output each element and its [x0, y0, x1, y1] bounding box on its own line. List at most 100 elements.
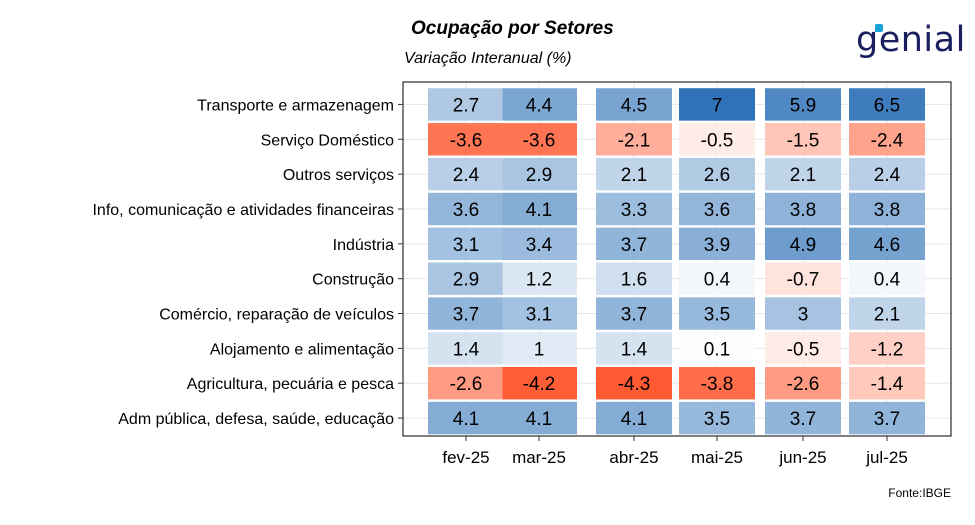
- x-tick-label: mar-25: [512, 448, 566, 467]
- heatmap-cell: [596, 227, 672, 261]
- heatmap-cell: [428, 262, 503, 295]
- heatmap-cell: [679, 123, 755, 156]
- source-note: Fonte:IBGE: [888, 486, 951, 500]
- cell-value-label: 3.4: [526, 235, 553, 256]
- cell-value-label: 3.7: [874, 409, 900, 430]
- cell-value-label: -2.6: [787, 374, 820, 395]
- cell-value-label: 4.1: [621, 409, 647, 430]
- y-tick-label: Comércio, reparação de veículos: [159, 307, 394, 324]
- logo-accent-icon: [875, 24, 883, 32]
- heatmap-cell: [596, 367, 672, 400]
- heatmap-cell: [502, 192, 577, 226]
- cell-value-label: 4.9: [790, 235, 816, 256]
- cell-value-label: -3.6: [450, 130, 483, 151]
- heatmap-cell: [502, 297, 577, 330]
- cell-value-label: -1.5: [787, 130, 820, 151]
- cell-value-label: 3.1: [526, 305, 552, 326]
- heatmap-cell: [596, 297, 672, 330]
- cell-value-label: -4.2: [523, 374, 556, 395]
- cell-value-label: 7: [712, 95, 723, 116]
- heatmap-cells: [428, 88, 925, 435]
- heatmap-cell: [849, 192, 925, 226]
- heatmap-cell: [428, 332, 503, 365]
- cell-value-label: 3.5: [704, 305, 730, 326]
- heatmap-cell: [596, 192, 672, 226]
- heatmap-cell: [849, 297, 925, 330]
- heatmap-cell: [679, 157, 755, 191]
- cell-value-label: -0.5: [787, 339, 820, 360]
- heatmap-cell: [765, 367, 841, 400]
- y-tick-label: Construção: [312, 272, 394, 289]
- cell-value-label: 6.5: [874, 95, 900, 116]
- heatmap-cell: [765, 88, 841, 121]
- heatmap-cell: [849, 88, 925, 121]
- heatmap-cell: [502, 332, 577, 365]
- cell-value-label: 4.1: [526, 409, 552, 430]
- cell-value-label: 0.4: [874, 270, 901, 291]
- cell-value-label: -2.6: [450, 374, 483, 395]
- heatmap-cell: [596, 123, 672, 156]
- y-tick-label: Info, comunicação e atividades financeir…: [92, 202, 394, 219]
- heatmap-cell: [428, 227, 503, 261]
- brand-logo: genial: [856, 20, 966, 60]
- cell-value-label: 3.8: [790, 200, 816, 221]
- heatmap-cell: [765, 332, 841, 365]
- heatmap-cell: [596, 262, 672, 295]
- cell-value-label: 3.6: [704, 200, 730, 221]
- cell-value-label: 4.6: [874, 235, 900, 256]
- cell-value-label: 4.1: [453, 409, 479, 430]
- heatmap-cell: [596, 401, 672, 435]
- cell-value-label: -1.4: [871, 374, 904, 395]
- y-tick-label: Agricultura, pecuária e pesca: [187, 376, 394, 393]
- cell-value-label: -3.6: [523, 130, 556, 151]
- y-tick-label: Transporte e armazenagem: [197, 97, 394, 114]
- heatmap-cell: [679, 401, 755, 435]
- cell-value-label: 3.7: [621, 235, 647, 256]
- chart-subtitle: Variação Interanual (%): [404, 50, 572, 67]
- cell-value-label: 3.7: [453, 305, 479, 326]
- heatmap-cell: [765, 192, 841, 226]
- y-axis: Transporte e armazenagem Serviço Doméstic…: [92, 97, 403, 428]
- panel-border: [402, 81, 952, 437]
- cell-value-label: 1.6: [621, 270, 647, 291]
- cell-value-label: 5.9: [790, 95, 816, 116]
- heatmap-cell: [765, 401, 841, 435]
- cell-value-label: -2.1: [618, 130, 651, 151]
- heatmap-cell: [679, 192, 755, 226]
- heatmap-cell: [679, 332, 755, 365]
- cell-value-label: 2.1: [621, 165, 647, 186]
- heatmap-cell: [428, 123, 503, 156]
- heatmap-cell: [765, 123, 841, 156]
- heatmap-cell: [596, 332, 672, 365]
- y-tick-label: Indústria: [333, 237, 394, 254]
- heatmap-cell: [502, 157, 577, 191]
- cell-value-label: -0.7: [787, 270, 820, 291]
- heatmap-cell: [849, 332, 925, 365]
- cell-value-label: 2.4: [874, 165, 901, 186]
- heatmap-cell: [502, 227, 577, 261]
- y-tick-label: Serviço Doméstico: [261, 132, 394, 149]
- cell-value-label: 4.4: [526, 95, 553, 116]
- cell-value-label: -0.5: [701, 130, 734, 151]
- heatmap-cell: [765, 297, 841, 330]
- cell-value-label: -4.3: [618, 374, 651, 395]
- heatmap-cell: [849, 262, 925, 295]
- heatmap-cell: [765, 157, 841, 191]
- heatmap-cell: [679, 297, 755, 330]
- heatmap-cell: [679, 227, 755, 261]
- brand-name: genial: [856, 20, 966, 60]
- heatmap-cell: [502, 401, 577, 435]
- heatmap-cell: [679, 262, 755, 295]
- cell-value-label: 4.1: [526, 200, 552, 221]
- heatmap-cell: [679, 88, 755, 121]
- cell-value-label: 1: [534, 339, 545, 360]
- cell-value-label: -2.4: [871, 130, 904, 151]
- heatmap-cell: [596, 88, 672, 121]
- cell-labels: 2.7 4.4 4.5 7 5.9 6.5 -3.6 -3.6 -2.1 -0.5 -1.5 -2.4…: [450, 95, 904, 430]
- heatmap-cell: [428, 401, 503, 435]
- chart-title: Ocupação por Setores: [411, 18, 614, 39]
- x-tick-label: jun-25: [778, 448, 826, 467]
- heatmap-cell: [502, 123, 577, 156]
- cell-value-label: 1.4: [453, 339, 480, 360]
